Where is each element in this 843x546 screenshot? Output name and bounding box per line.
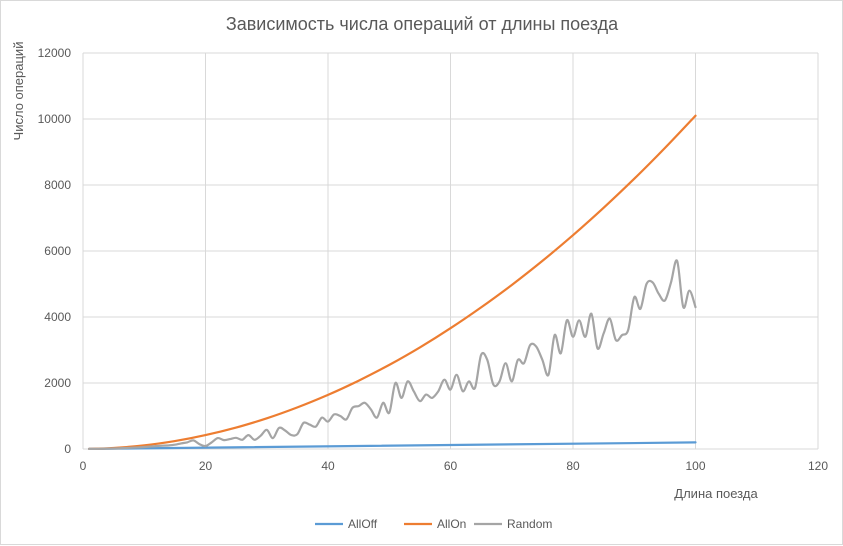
y-tick-label: 6000 [44,244,71,258]
y-tick-label: 8000 [44,178,71,192]
legend-label: AllOff [348,517,378,531]
y-tick-label: 10000 [38,112,72,126]
x-tick-label: 120 [808,459,828,473]
series-line-allon [88,114,697,450]
x-tick-label: 80 [566,459,580,473]
y-tick-label: 4000 [44,310,71,324]
x-tick-label: 60 [444,459,458,473]
y-tick-label: 0 [64,442,71,456]
x-tick-label: 0 [80,459,87,473]
plot-series [88,114,697,450]
legend-label: Random [507,517,552,531]
series-line-random [88,259,697,450]
legend-label: AllOn [437,517,466,531]
series-line-alloff [88,441,697,450]
x-tick-label: 40 [321,459,335,473]
x-tick-label: 100 [685,459,705,473]
y-axis-title: Число операций [11,42,26,141]
legend: AllOff AllOn Random [315,517,552,531]
y-tick-label: 2000 [44,376,71,390]
chart-title: Зависимость числа операций от длины поез… [226,14,619,34]
y-tick-label: 12000 [38,46,72,60]
x-tick-label: 20 [199,459,213,473]
tick-labels: 0 2000 4000 6000 8000 10000 12000 0 20 40 60 80 100 1… [38,46,829,473]
gridlines [82,52,819,450]
x-axis-title: Длина поезда [674,486,758,501]
